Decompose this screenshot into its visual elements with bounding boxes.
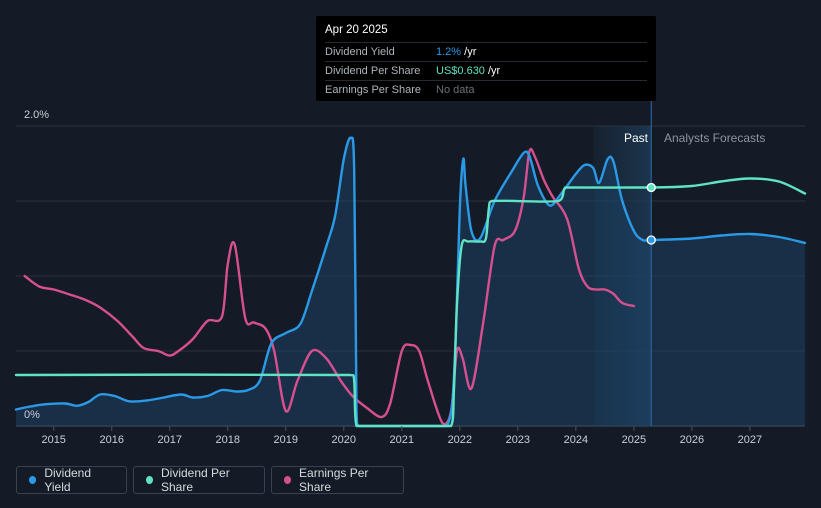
past-label: Past [624,131,649,145]
x-tick-label: 2016 [99,434,123,446]
analysts-forecasts-label: Analysts Forecasts [664,131,765,145]
x-tick-label: 2023 [506,434,530,446]
tooltip-row-dividend-per-share: Dividend Per Share US$0.630 /yr [325,61,647,80]
legend-dividend-per-share[interactable]: Dividend Per Share [133,466,265,494]
legend-dot-icon [146,476,153,484]
x-tick-label: 2024 [564,434,588,446]
x-axis-ticks: 2015 2016 2017 2018 2019 2020 2021 2022 2023 2024… [41,426,762,446]
x-tick-label: 2020 [332,434,356,446]
x-tick-label: 2025 [622,434,646,446]
x-tick-label: 2021 [390,434,414,446]
y-tick-label-bottom: 0% [24,409,40,421]
x-tick-label: 2026 [680,434,704,446]
tooltip-date: Apr 20 2025 [325,24,388,36]
hover-tooltip: Apr 20 2025 Dividend Yield 1.2% /yr Divi… [316,16,656,101]
x-tick-label: 2017 [157,434,181,446]
legend-dividend-yield[interactable]: Dividend Yield [16,466,127,494]
tooltip-value: US$0.630 /yr [436,65,501,77]
legend-label: Dividend Yield [44,466,92,494]
x-tick-label: 2019 [274,434,298,446]
tooltip-row-dividend-yield: Dividend Yield 1.2% /yr [325,42,647,61]
x-tick-label: 2015 [41,434,65,446]
grid-lines [16,125,805,427]
y-tick-label-top: 2.0% [24,109,49,121]
present-markers [646,182,656,245]
dividend-yield-area [16,137,805,426]
x-tick-label: 2018 [216,434,240,446]
dividend-yield-area-fill [16,137,805,426]
tooltip-label: Dividend Yield [325,46,395,58]
tooltip-label: Earnings Per Share [325,84,421,96]
series-line-dividend-per-share [14,177,807,428]
legend-dot-icon [284,476,292,484]
legend-earnings-per-share[interactable]: Earnings Per Share [271,466,404,494]
series-line-earnings-per-share [23,147,636,426]
series-lines [14,136,807,428]
x-tick-label: 2022 [448,434,472,446]
tooltip-label: Dividend Per Share [325,65,421,77]
legend-label: Earnings Per Share [299,466,369,494]
present-marker-dividend-per-share [646,182,656,193]
legend-label: Dividend Per Share [161,466,230,494]
tooltip-value: No data [436,84,475,96]
legend-dot-icon [29,476,37,484]
tooltip-value: 1.2% /yr [436,46,477,58]
tooltip-row-earnings-per-share: Earnings Per Share No data [325,80,647,99]
present-marker-dividend-yield [646,235,656,245]
x-tick-label: 2027 [738,434,762,446]
